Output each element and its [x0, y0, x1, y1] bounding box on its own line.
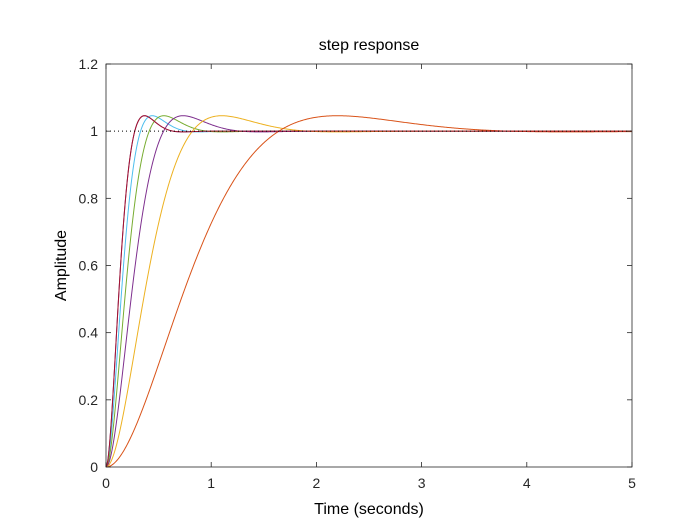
y-tick-label: 1.2	[79, 56, 99, 72]
x-tick-label: 3	[418, 475, 426, 491]
x-tick-label: 2	[313, 475, 321, 491]
x-axis-label: Time (seconds)	[314, 501, 424, 518]
y-tick-label: 0	[90, 459, 98, 475]
y-axis-label: Amplitude	[53, 230, 70, 301]
x-tick-label: 0	[102, 475, 110, 491]
series-line-6	[105, 115, 633, 468]
y-tick-label: 0.2	[79, 392, 99, 408]
y-tick-label: 1	[90, 123, 98, 139]
curves-group	[105, 115, 633, 468]
chart-title: step response	[319, 37, 420, 54]
y-tick-label: 0.4	[79, 325, 99, 341]
y-tick-label: 0.8	[79, 190, 99, 206]
series-line-7	[105, 115, 632, 468]
y-axis-ticks: 0 0.2 0.4 0.6 0.8 1 1.2	[79, 56, 632, 475]
y-tick-label: 0.6	[79, 258, 99, 274]
x-tick-label: 5	[628, 475, 636, 491]
x-tick-label: 4	[523, 475, 531, 491]
x-tick-label: 1	[207, 475, 215, 491]
x-axis-ticks: 0 1 2 3 4 5	[102, 64, 636, 491]
